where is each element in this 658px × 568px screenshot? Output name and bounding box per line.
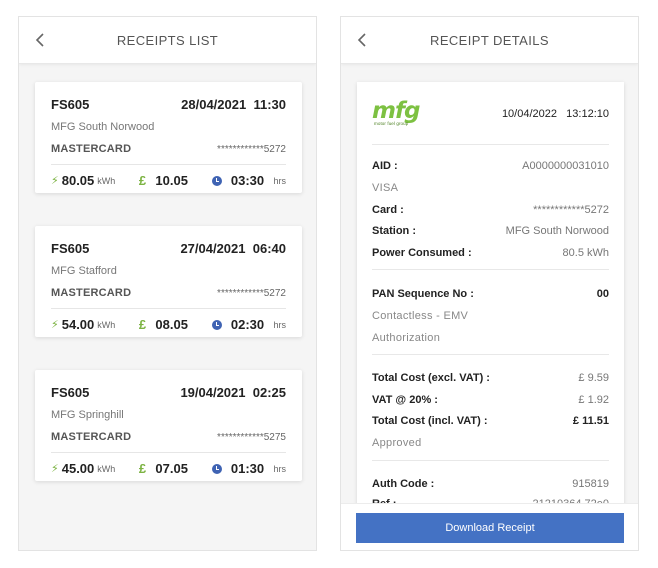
card-brand: MASTERCARD xyxy=(51,431,132,443)
receipt-datetime: 27/04/2021 06:40 xyxy=(180,241,286,256)
back-chevron-icon[interactable] xyxy=(33,31,49,49)
clock-icon xyxy=(211,319,222,330)
receipt-card[interactable]: FS605 27/04/2021 06:40 MFG Stafford MASTERC… xyxy=(35,226,302,337)
cost-stat: £ 10.05 xyxy=(138,173,188,188)
cost-stat: £ 07.05 xyxy=(138,461,188,476)
download-receipt-button[interactable]: Download Receipt xyxy=(356,513,624,543)
station-name: MFG South Norwood xyxy=(51,121,155,133)
divider xyxy=(51,308,286,309)
total-excl-vat-row: Total Cost (excl. VAT) : £ 9.59 xyxy=(372,372,609,384)
receipts-list-screen: RECEIPTS LIST FS605 28/04/2021 11:30 MFG S… xyxy=(18,16,317,551)
power-row: Power Consumed : 80.5 kWh xyxy=(372,247,609,259)
energy-stat: ⚡︎ 80.05 kWh xyxy=(51,173,116,188)
divider xyxy=(372,269,609,270)
receipt-details-header: RECEIPT DETAILS xyxy=(341,17,638,64)
station-name: MFG Stafford xyxy=(51,265,117,277)
site-code: FS605 xyxy=(51,385,90,400)
duration-stat: 03:30 hrs xyxy=(211,173,286,188)
site-code: FS605 xyxy=(51,97,90,112)
station-name: MFG Springhill xyxy=(51,409,124,421)
receipt-datetime: 19/04/2021 02:25 xyxy=(180,385,286,400)
energy-stat: ⚡︎ 45.00 kWh xyxy=(51,461,116,476)
masked-card-number: ************5272 xyxy=(217,144,286,155)
energy-stat: ⚡︎ 54.00 kWh xyxy=(51,317,116,332)
site-code: FS605 xyxy=(51,241,90,256)
receipts-list-header: RECEIPTS LIST xyxy=(19,17,316,64)
receipt-card[interactable]: FS605 19/04/2021 02:25 MFG Springhill MASTE… xyxy=(35,370,302,481)
divider xyxy=(372,460,609,461)
pound-currency-icon: £ xyxy=(138,461,147,476)
mfg-logo: mfg motor fuel group xyxy=(372,98,420,127)
page-title: RECEIPTS LIST xyxy=(116,33,219,48)
pound-currency-icon: £ xyxy=(138,317,147,332)
clock-icon xyxy=(211,463,222,474)
card-brand: MASTERCARD xyxy=(51,287,132,299)
back-chevron-icon[interactable] xyxy=(355,31,371,49)
divider xyxy=(51,452,286,453)
duration-stat: 01:30 hrs xyxy=(211,461,286,476)
pound-currency-icon: £ xyxy=(138,173,147,188)
lightning-bolt-icon: ⚡︎ xyxy=(51,319,59,331)
clock-icon xyxy=(211,175,222,186)
station-row: Station : MFG South Norwood xyxy=(372,225,609,237)
card-row: Card : ************5272 xyxy=(372,204,609,216)
pan-row: PAN Sequence No : 00 xyxy=(372,288,609,300)
cost-stat: £ 08.05 xyxy=(138,317,188,332)
receipt-datetime: 10/04/2022 13:12:10 xyxy=(501,108,609,120)
download-bar: Download Receipt xyxy=(341,503,638,550)
lightning-bolt-icon: ⚡︎ xyxy=(51,175,59,187)
duration-stat: 02:30 hrs xyxy=(211,317,286,332)
aid-row: AID : A0000000031010 xyxy=(372,160,609,172)
receipt-datetime: 28/04/2021 11:30 xyxy=(181,97,286,112)
authorization-text: Authorization xyxy=(372,332,441,344)
payment-method: Contactless - EMV xyxy=(372,310,469,322)
masked-card-number: ************5272 xyxy=(217,288,286,299)
page-title: RECEIPT DETAILS xyxy=(430,33,549,48)
card-brand: MASTERCARD xyxy=(51,143,132,155)
receipt-detail-card: mfg motor fuel group 10/04/2022 13:12:10… xyxy=(357,82,624,522)
status-text: Approved xyxy=(372,437,422,449)
receipt-card[interactable]: FS605 28/04/2021 11:30 MFG South Norwood MA… xyxy=(35,82,302,193)
divider xyxy=(372,354,609,355)
masked-card-number: ************5275 xyxy=(217,432,286,443)
divider xyxy=(372,144,609,145)
vat-row: VAT @ 20% : £ 1.92 xyxy=(372,394,609,406)
divider xyxy=(51,164,286,165)
total-incl-vat-row: Total Cost (incl. VAT) : £ 11.51 xyxy=(372,415,609,427)
auth-code-row: Auth Code : 915819 xyxy=(372,478,609,490)
lightning-bolt-icon: ⚡︎ xyxy=(51,463,59,475)
receipt-details-screen: RECEIPT DETAILS mfg motor fuel group 10/… xyxy=(340,16,639,551)
card-scheme: VISA xyxy=(372,182,399,194)
